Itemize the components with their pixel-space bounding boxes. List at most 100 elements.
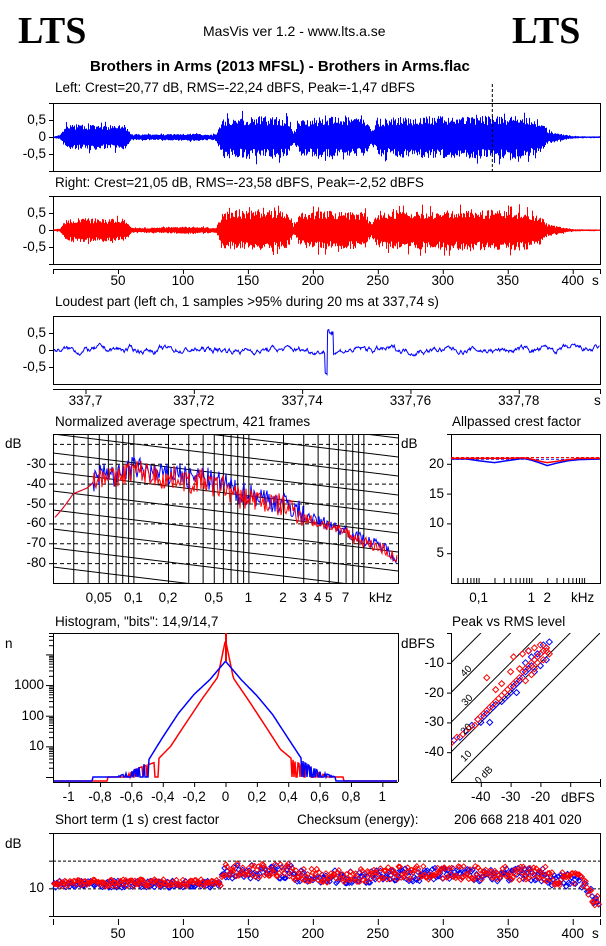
peak-rms-point-right: [491, 685, 500, 694]
allpassed-ylabel: dB: [401, 436, 418, 451]
peak-rms-point-left: [524, 647, 533, 655]
spectrum-series-left: [54, 455, 398, 565]
peak-rms-point-right: [497, 691, 506, 700]
crest-xtick-label: 250: [366, 926, 390, 941]
histogram-ylabel: n: [5, 636, 13, 651]
crest-frame: [53, 833, 601, 917]
peak-rms-point-left: [530, 656, 539, 664]
peak-rms-point-left: [527, 653, 536, 661]
histogram-series-left: [54, 661, 397, 782]
peak-rms-point-left: [542, 656, 551, 664]
allpassed-xtick-label: 0,1: [469, 590, 488, 605]
crest-ytick-label: 10: [28, 880, 44, 896]
checksum-value: 206 668 218 401 020: [454, 812, 582, 827]
right-waveform-ytick-label: 0,5: [27, 205, 46, 220]
spectrum-xtick-label: 2: [279, 590, 287, 605]
histogram-title: Histogram, "bits": 14,9/14,7: [55, 614, 219, 629]
spectrum-slope-line: [53, 301, 398, 343]
peak-rms-point-left: [486, 718, 494, 727]
peak-rms-point-right: [518, 650, 527, 658]
peak-rms-point-right: [509, 653, 518, 661]
histogram-xtick-label: -0,8: [88, 789, 112, 804]
spectrum-title: Normalized average spectrum, 421 frames: [55, 414, 311, 429]
spectrum-xtick-label: 7: [341, 590, 350, 605]
histogram-xtick-label: 0,8: [341, 789, 361, 804]
loudest-xtick-label: 337,76: [389, 393, 432, 408]
histogram-xtick-label: 0,2: [247, 789, 267, 804]
left-waveform-ytick-label: -0,5: [22, 146, 46, 161]
peak-rms-point-right: [497, 679, 506, 688]
left-waveform-trace: [54, 110, 600, 165]
left-waveform-ytick-label: 0,5: [27, 112, 46, 127]
spectrum-xtick-label: 0,2: [158, 590, 178, 605]
peak-rms-point-right: [465, 724, 473, 733]
spectrum-slope-line: [53, 339, 398, 381]
allpassed-xtick-label: 1: [527, 590, 536, 605]
histogram-series-right: [54, 641, 397, 782]
allpassed-series-left: [451, 457, 601, 467]
histogram-ytick-label: 100: [21, 707, 44, 723]
crest-line: [451, 633, 542, 723]
peak-rms-point-right: [483, 673, 491, 682]
peak-rms-point-right: [527, 671, 536, 679]
histogram-xtick-label: 0,6: [310, 789, 329, 804]
peak-rms-point-left: [545, 638, 554, 646]
loudest-ytick-label: 0: [38, 342, 46, 357]
spectrum-slope-line: [53, 471, 398, 515]
spectrum-xtick-label: 3: [299, 590, 308, 605]
spectrum-slope-line: [204, 434, 398, 458]
allpassed-xtick-label: 2: [543, 590, 551, 605]
loudest-xtick-label: 337,7: [68, 393, 103, 408]
spectrum-slope-line: [53, 434, 398, 477]
loudest-part-frame: [53, 316, 601, 385]
peak-rms-point-right: [530, 656, 539, 664]
loudest-xtick-label: 337,78: [498, 393, 540, 408]
spectrum-slope-line: [53, 509, 398, 553]
spectrum-ytick-label: -40: [26, 475, 46, 491]
allpassed-ytick-label: 15: [428, 485, 444, 501]
peak-rms-ytick-label: -10: [424, 654, 444, 670]
peak-rms-point-right: [530, 665, 539, 673]
left-waveform-ytick-label: 0: [38, 129, 46, 144]
waveform-xtick-label: 100: [171, 273, 195, 288]
histogram-xtick-label: -0,2: [182, 789, 206, 804]
peak-rms-point-right: [542, 644, 551, 652]
spectrum-frame: [53, 434, 399, 584]
loudest-part-trace: [53, 329, 600, 377]
loudest-xunit: s: [594, 393, 601, 408]
crest-xtick-label: 100: [171, 926, 195, 941]
peak-rms-point-right: [494, 694, 503, 703]
allpassed-series-right: [451, 457, 600, 464]
spectrum-slope-line: [53, 358, 398, 400]
peak-rms-point-right: [545, 650, 554, 658]
peak-rms-point-right: [521, 676, 530, 685]
loudest-ytick-label: -0,5: [22, 359, 46, 374]
crest-xunit: s: [592, 926, 599, 941]
peak-rms-point-right: [515, 673, 524, 682]
left-waveform-title: Left: Crest=20,77 dB, RMS=-22,24 dBFS, P…: [55, 80, 415, 95]
peak-rms-point-right: [503, 685, 512, 694]
allpassed-xunit: kHz: [571, 590, 595, 605]
crest-xtick-label: 350: [496, 926, 520, 941]
peak-rms-point-left: [533, 650, 542, 658]
peak-rms-point-right: [500, 688, 509, 697]
peak-rms-point-right: [453, 733, 461, 742]
peak-rms-point-left: [483, 709, 491, 718]
crest-xtick-label: 300: [431, 926, 455, 941]
right-waveform-title: Right: Crest=21,05 dB, RMS=-23,58 dBFS, …: [55, 175, 424, 190]
spectrum-xtick-label: 5: [324, 590, 333, 605]
peak-rms-xlabel: dBFS: [561, 790, 595, 805]
peak-rms-point-right: [524, 647, 533, 655]
peak-rms-ytick-label: -40: [424, 744, 444, 760]
peak-rms-point-left: [474, 715, 482, 724]
crest-xtick-label: 200: [301, 926, 325, 941]
peak-rms-point-right: [539, 656, 548, 664]
spectrum-xtick-label: 1: [244, 590, 253, 605]
spectrum-xtick-label: 0,5: [204, 590, 224, 605]
peak-rms-xtick-label: -20: [530, 789, 551, 804]
peak-rms-point-right: [451, 739, 455, 747]
histogram-xtick-label: 0,4: [278, 789, 298, 804]
spectrum-slope-line: [53, 528, 398, 572]
peak-rms-ylabel: dBFS: [401, 636, 435, 651]
peak-rms-point-right: [530, 644, 539, 652]
